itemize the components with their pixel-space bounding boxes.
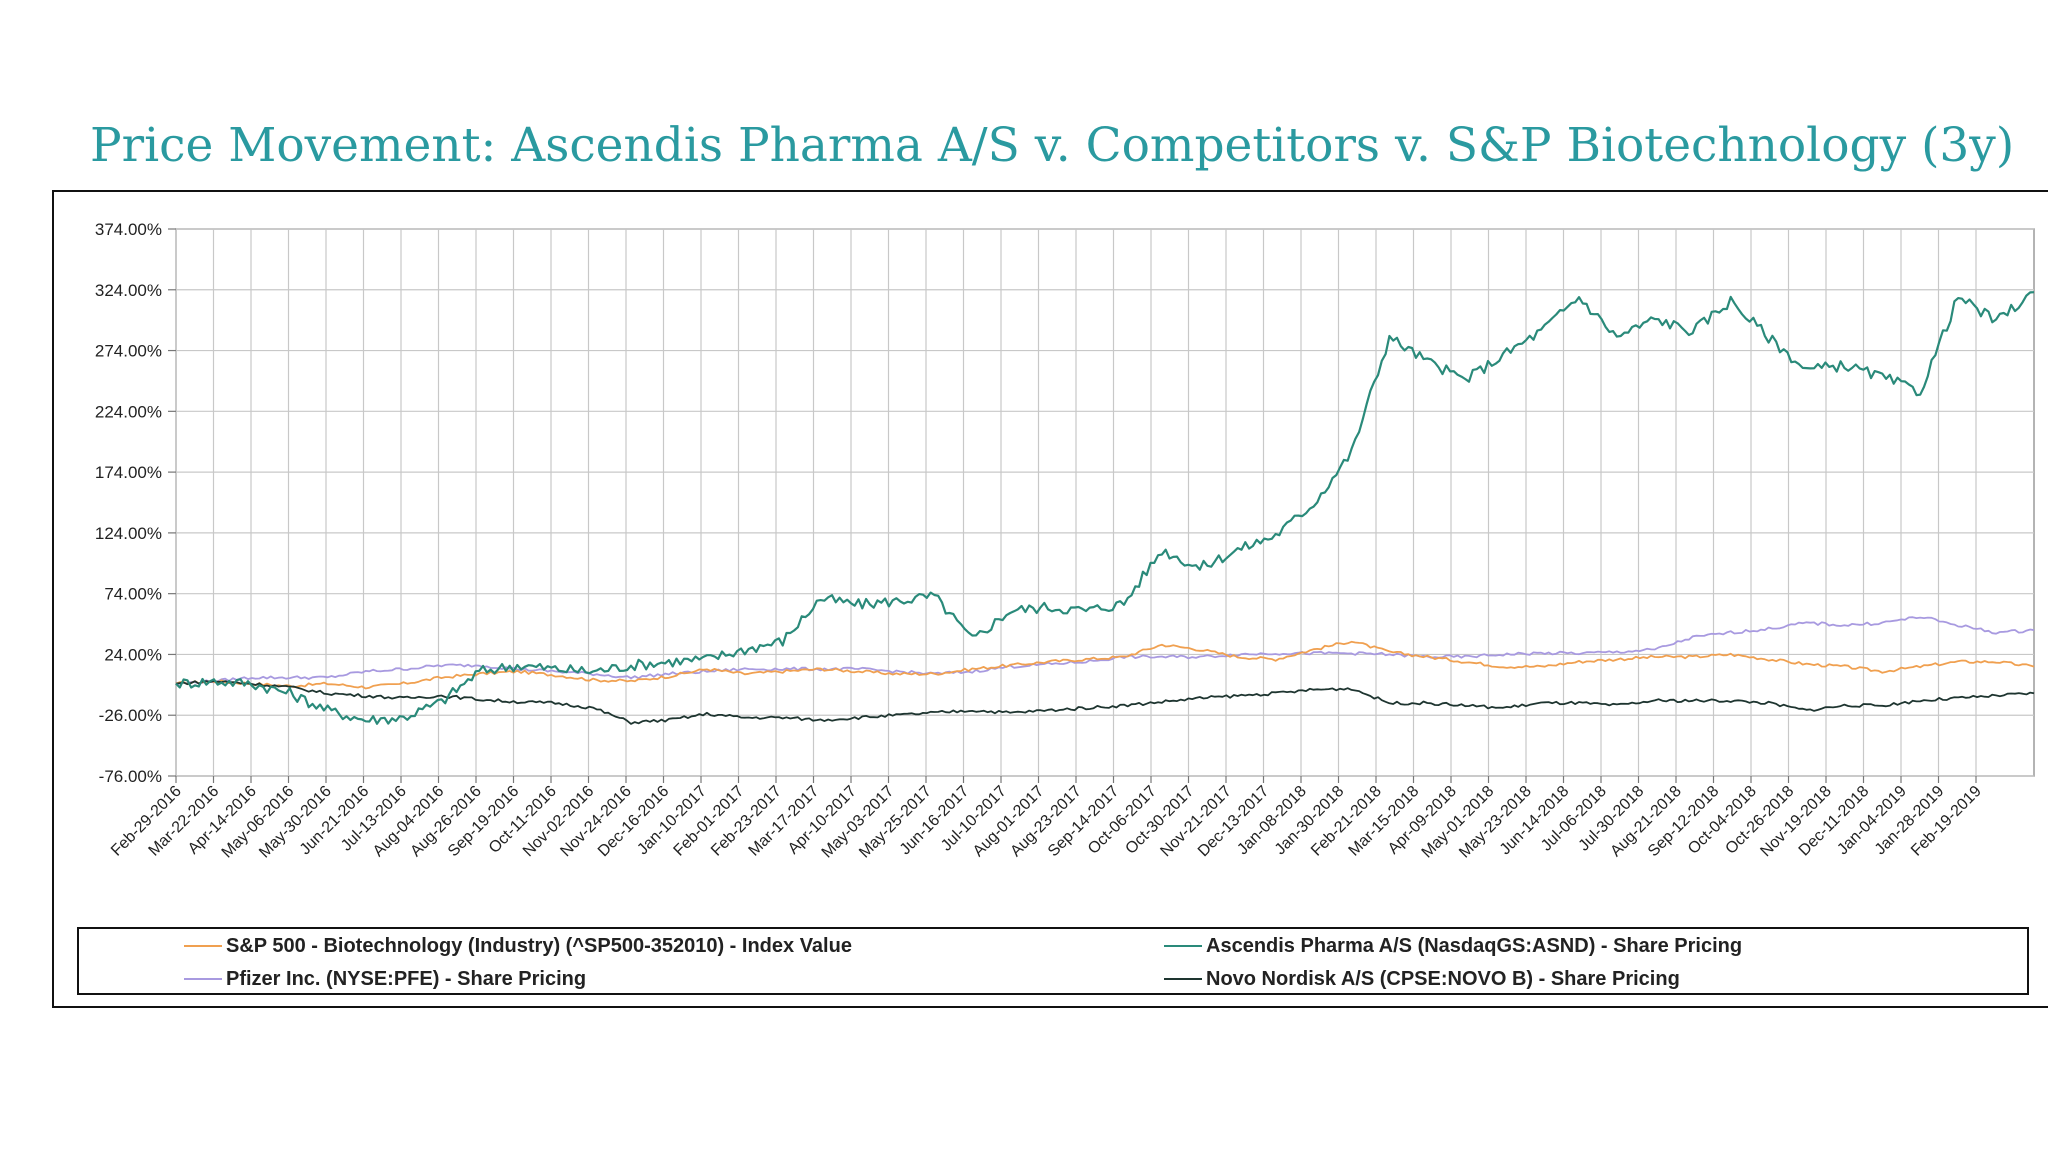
series-line-0 bbox=[175, 640, 2035, 690]
y-tick-label: 274.00% bbox=[95, 342, 162, 361]
line-chart: -76.00% -26.00% 24.00% 74.00% 124.00% 174.00%… bbox=[77, 220, 2035, 995]
series-line-1 bbox=[175, 291, 2035, 725]
legend-label: S&P 500 - Biotechnology (Industry) (^SP5… bbox=[226, 935, 852, 957]
y-tick-label: 174.00% bbox=[95, 463, 162, 482]
y-tick-label: -76.00% bbox=[99, 767, 162, 786]
legend-box bbox=[77, 927, 2029, 995]
y-tick-label: 24.00% bbox=[104, 645, 162, 664]
y-tick-label: 224.00% bbox=[95, 402, 162, 421]
series-line-2 bbox=[175, 616, 2035, 685]
legend-label: Novo Nordisk A/S (CPSE:NOVO B) - Share P… bbox=[1206, 968, 1680, 990]
x-axis-ticks: Feb-29-2016Mar-22-2016Apr-14-2016May-06-… bbox=[108, 776, 1985, 861]
y-tick-label: 124.00% bbox=[95, 524, 162, 543]
legend-label: Ascendis Pharma A/S (NasdaqGS:ASND) - Sh… bbox=[1206, 935, 1742, 957]
legend: S&P 500 - Biotechnology (Industry) (^SP5… bbox=[77, 927, 2029, 995]
y-tick-label: 74.00% bbox=[104, 585, 162, 604]
series-line-3 bbox=[175, 680, 2035, 725]
plot-area-border bbox=[175, 228, 2035, 777]
y-axis-ticks: -76.00% -26.00% 24.00% 74.00% 124.00% 174.00%… bbox=[95, 220, 176, 786]
grid bbox=[175, 228, 2035, 777]
legend-label: Pfizer Inc. (NYSE:PFE) - Share Pricing bbox=[226, 968, 586, 990]
y-tick-label: 324.00% bbox=[95, 281, 162, 300]
y-tick-label: 374.00% bbox=[95, 220, 162, 239]
chart-frame: -76.00% -26.00% 24.00% 74.00% 124.00% 174.00%… bbox=[52, 190, 2048, 1008]
slide-title: Price Movement: Ascendis Pharma A/S v. C… bbox=[90, 118, 2015, 173]
y-tick-label: -26.00% bbox=[99, 706, 162, 725]
series-lines bbox=[175, 291, 2035, 725]
